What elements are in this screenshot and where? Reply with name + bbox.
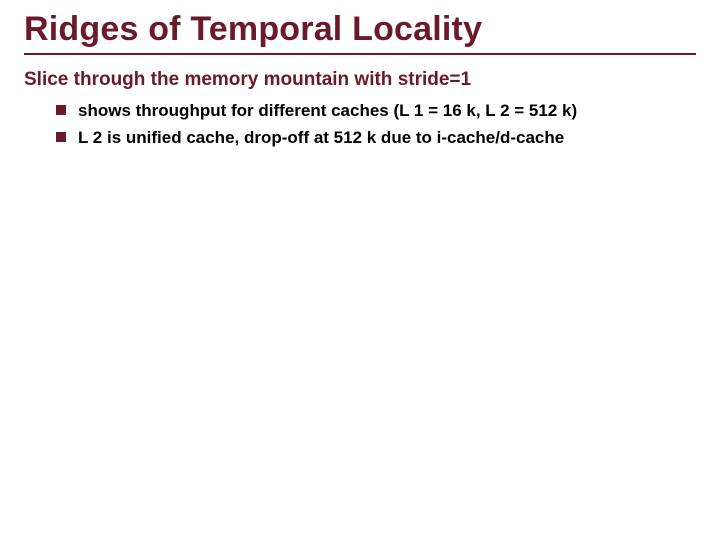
square-bullet-icon bbox=[56, 132, 66, 142]
slide: Ridges of Temporal Locality Slice throug… bbox=[0, 0, 720, 540]
list-item: shows throughput for different caches (L… bbox=[56, 99, 696, 124]
slide-subhead: Slice through the memory mountain with s… bbox=[24, 69, 696, 91]
square-bullet-icon bbox=[56, 105, 66, 115]
title-underline bbox=[24, 53, 696, 55]
bullet-list: shows throughput for different caches (L… bbox=[56, 99, 696, 150]
list-item: L 2 is unified cache, drop-off at 512 k … bbox=[56, 126, 696, 151]
list-item-text: shows throughput for different caches (L… bbox=[78, 101, 577, 120]
list-item-text: L 2 is unified cache, drop-off at 512 k … bbox=[78, 128, 564, 147]
slide-title: Ridges of Temporal Locality bbox=[24, 10, 696, 49]
